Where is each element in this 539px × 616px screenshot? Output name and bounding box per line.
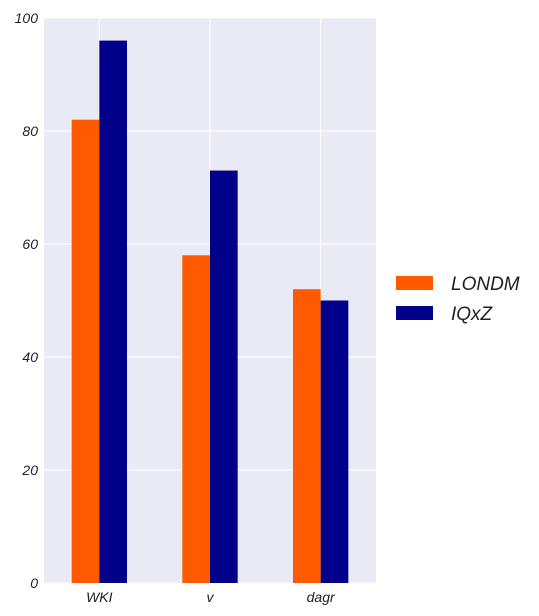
- y-tick-label: 0: [30, 575, 38, 591]
- bar-LONDM-v: [182, 255, 210, 584]
- y-axis-ticks: 0 20 40 60 80 100: [15, 10, 39, 591]
- y-tick-label: 40: [22, 349, 38, 365]
- x-tick-label: dagr: [307, 589, 336, 605]
- legend-swatch-LONDM: [396, 276, 433, 290]
- legend-label: IQxZ: [451, 304, 494, 325]
- x-axis-ticks: WKI v dagr: [86, 589, 336, 605]
- bar-LONDM-WKI: [71, 119, 100, 583]
- bar-IQxZ-v: [210, 170, 238, 584]
- x-tick-label: v: [207, 589, 215, 605]
- y-tick-label: 60: [22, 236, 38, 252]
- legend-label: LONDM: [451, 274, 520, 295]
- bar-LONDM-dagr: [293, 289, 321, 583]
- bar-IQxZ-dagr: [320, 300, 349, 583]
- bar-IQxZ-WKI: [99, 40, 127, 584]
- legend: LONDM IQxZ: [396, 274, 520, 325]
- legend-swatch-IQxZ: [396, 306, 433, 320]
- bars: [71, 40, 349, 584]
- y-tick-label: 80: [22, 123, 38, 139]
- y-tick-label: 100: [15, 10, 39, 26]
- x-tick-label: WKI: [86, 589, 113, 605]
- y-tick-label: 20: [21, 462, 38, 478]
